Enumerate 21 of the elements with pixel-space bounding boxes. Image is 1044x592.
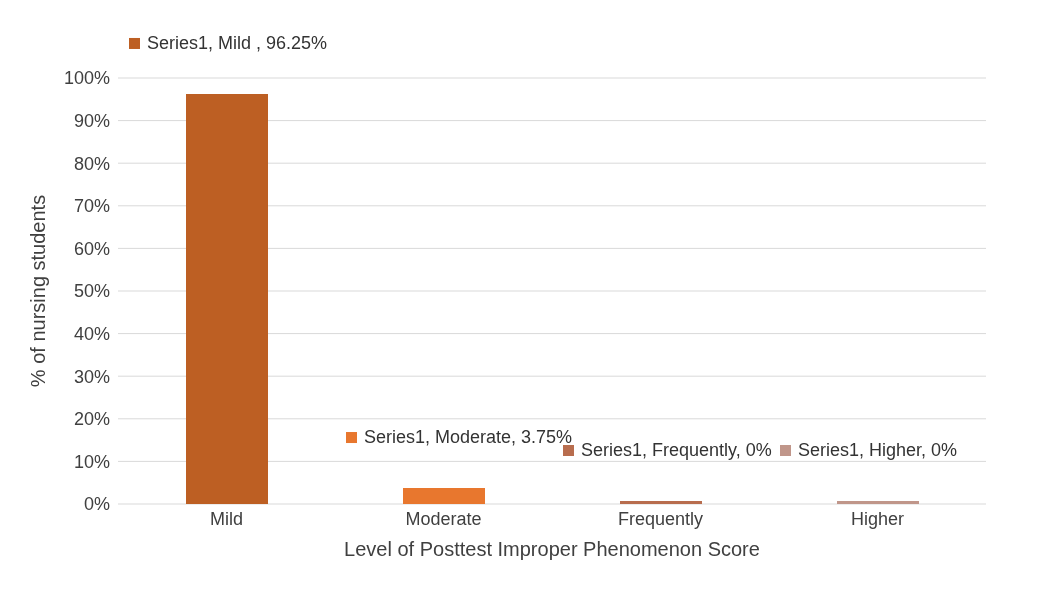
- y-tick-label: 100%: [63, 68, 110, 89]
- y-tick-label: 60%: [73, 238, 110, 259]
- x-axis-title: Level of Posttest Improper Phenomenon Score: [344, 538, 760, 560]
- x-tick-label: Moderate: [405, 508, 482, 529]
- data-label: Series1, Moderate, 3.75%: [364, 426, 573, 447]
- data-label: Series1, Mild , 96.25%: [147, 32, 328, 53]
- y-tick-label: 80%: [73, 153, 110, 174]
- y-axis-title: % of nursing students: [27, 194, 50, 388]
- y-tick-label: 30%: [73, 366, 110, 387]
- data-label: Series1, Frequently, 0%: [581, 439, 772, 460]
- data-label: Series1, Higher, 0%: [798, 439, 958, 460]
- y-tick-label: 20%: [73, 409, 110, 430]
- y-tick-label: 70%: [73, 196, 110, 217]
- x-tick-label: Higher: [850, 508, 905, 529]
- x-tick-label: Frequently: [617, 508, 704, 529]
- x-tick-label: Mild: [209, 508, 244, 529]
- y-tick-label: 40%: [73, 323, 110, 344]
- y-tick-label: 50%: [73, 281, 110, 302]
- y-tick-label: 0%: [83, 494, 110, 515]
- y-tick-label: 90%: [73, 110, 110, 131]
- y-tick-label: 10%: [73, 451, 110, 472]
